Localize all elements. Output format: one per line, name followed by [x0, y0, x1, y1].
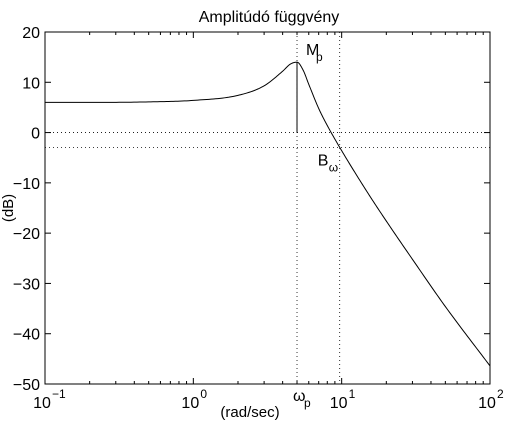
y-tick-label-2: 0: [31, 126, 40, 143]
x-tick-label-3: 102: [478, 387, 504, 412]
x-tick-base: 10: [478, 395, 496, 412]
x-tick-base: 10: [330, 395, 348, 412]
annotation-sub: p: [316, 50, 323, 64]
x-tick-exponent: −1: [52, 387, 66, 401]
annotation-main: ω: [293, 388, 306, 405]
annotation-main: B: [318, 153, 329, 170]
y-tick-label-4: −20: [13, 226, 40, 243]
y-tick-label-7: −50: [13, 377, 40, 394]
annotation-2: ωp: [293, 388, 311, 410]
x-tick-label-2: 101: [330, 387, 356, 412]
x-tick-exponent: 0: [200, 387, 207, 401]
annotation-main: M: [306, 42, 319, 59]
x-tick-base: 10: [33, 395, 51, 412]
annotation-sub: ω: [329, 161, 338, 175]
chart-title: Amplitúdó függvény: [199, 9, 340, 26]
y-tick-labels: 20 10 0 −10 −20 −30 −40 −50: [13, 25, 40, 394]
x-tick-exponent: 2: [497, 387, 504, 401]
y-tick-label-3: −10: [13, 176, 40, 193]
annotations: MpB ωωp: [293, 42, 338, 410]
y-tick-label-1: 10: [22, 75, 40, 92]
x-tick-label-0: 10−1: [33, 387, 66, 412]
x-axis-label: (rad/sec): [220, 404, 279, 421]
y-tick-label-0: 20: [22, 25, 40, 42]
x-tick-label-1: 100: [181, 387, 207, 412]
y-tick-label-6: −40: [13, 327, 40, 344]
annotation-0: Mp: [306, 42, 323, 64]
annotation-sub: p: [304, 396, 311, 410]
x-tick-exponent: 1: [349, 387, 356, 401]
reference-lines: [45, 32, 490, 384]
y-tick-label-5: −30: [13, 276, 40, 293]
tick-marks: [44, 31, 490, 385]
series-line-0: [45, 61, 491, 367]
plot-frame: [44, 31, 491, 385]
series-group: [45, 61, 491, 367]
y-axis-label: (dB): [0, 194, 17, 222]
x-tick-base: 10: [181, 395, 199, 412]
